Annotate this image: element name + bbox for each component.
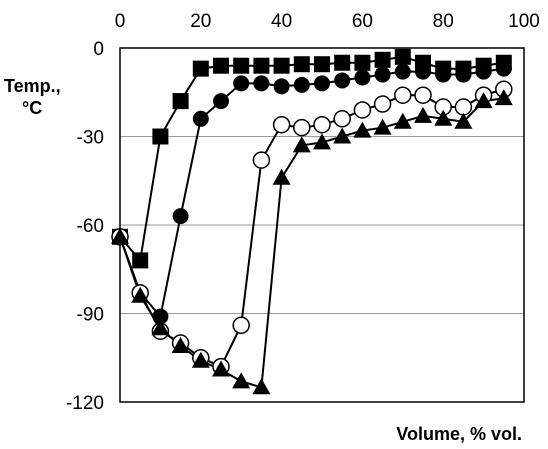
data-point-filled-square (253, 57, 270, 74)
data-point-filled-circle (394, 63, 411, 80)
data-point-filled-square (293, 56, 310, 73)
markers-filled-circle (112, 60, 512, 325)
markers-filled-square (112, 48, 512, 269)
data-point-open-circle (293, 118, 311, 137)
data-point-filled-circle (233, 75, 250, 92)
data-point-filled-triangle (131, 286, 150, 303)
y-tick-label: 0 (93, 39, 104, 60)
data-point-filled-triangle (151, 319, 170, 336)
data-point-filled-circle (314, 75, 330, 92)
data-point-filled-circle (435, 66, 452, 83)
data-point-filled-square (213, 57, 229, 74)
data-point-filled-circle (475, 63, 492, 80)
data-point-filled-square (374, 51, 391, 68)
data-point-open-circle (232, 316, 250, 335)
y-tick-label: -120 (66, 393, 104, 414)
data-point-filled-circle (374, 66, 391, 83)
data-point-filled-triangle (272, 168, 291, 185)
data-point-open-circle (414, 86, 432, 104)
data-point-filled-triangle (252, 378, 271, 395)
data-point-filled-square (314, 56, 330, 73)
data-point-filled-circle (172, 208, 189, 225)
x-tick-label: 80 (433, 11, 454, 32)
data-point-filled-square (334, 54, 351, 71)
x-tick-label: 60 (352, 11, 373, 32)
x-tick-label: 0 (115, 11, 126, 32)
data-point-filled-circle (273, 78, 290, 95)
data-point-filled-square (172, 93, 189, 110)
y-tick-label: -30 (77, 128, 104, 149)
data-point-filled-circle (152, 308, 169, 325)
x-axis-title: Volume, % vol. (396, 424, 522, 444)
data-point-filled-circle (495, 60, 512, 77)
data-point-filled-triangle (434, 109, 453, 126)
data-point-open-circle (454, 98, 473, 116)
y-axis-title-line2: °C (22, 98, 42, 118)
data-point-filled-triangle (373, 118, 392, 135)
plot-area-frame (119, 47, 525, 403)
data-point-filled-circle (293, 76, 310, 93)
data-point-filled-triangle (313, 133, 331, 150)
markers-filled-triangle (111, 89, 513, 395)
data-point-filled-triangle (353, 121, 372, 138)
data-point-filled-triangle (393, 112, 412, 129)
data-point-filled-circle (354, 69, 371, 86)
series-layer (111, 48, 513, 395)
y-axis-ticks: 0 -30 -60 -90 -120 (66, 39, 104, 414)
y-axis-title-line1: Temp., (4, 76, 61, 96)
data-point-filled-circle (455, 66, 472, 83)
data-point-filled-square (394, 48, 411, 65)
data-point-filled-circle (334, 72, 351, 89)
y-tick-label: -90 (77, 305, 104, 326)
x-axis-ticks: 0 20 40 60 80 100 (115, 11, 540, 32)
data-point-filled-square (233, 57, 250, 74)
x-tick-label: 100 (508, 11, 540, 32)
data-point-filled-triangle (414, 106, 432, 123)
data-point-filled-triangle (191, 351, 210, 368)
y-tick-label: -60 (77, 216, 104, 237)
data-point-filled-square (152, 128, 169, 145)
gridlines (120, 136, 524, 314)
data-point-filled-triangle (171, 336, 190, 353)
data-point-open-circle (333, 110, 351, 128)
data-point-open-circle (373, 95, 392, 113)
data-point-open-circle (313, 115, 331, 134)
data-point-open-circle (272, 115, 291, 134)
data-point-filled-circle (253, 75, 270, 92)
data-point-filled-triangle (212, 360, 230, 377)
x-tick-label: 20 (190, 11, 211, 32)
data-point-filled-circle (213, 93, 229, 110)
data-point-filled-square (192, 60, 209, 77)
data-point-open-circle (252, 151, 271, 169)
data-point-filled-square (354, 54, 371, 71)
data-point-filled-triangle (232, 372, 251, 389)
data-point-filled-triangle (292, 136, 311, 153)
data-point-open-circle (353, 101, 372, 119)
data-point-filled-square (132, 252, 149, 269)
data-point-filled-circle (415, 63, 431, 80)
data-point-open-circle (394, 86, 412, 104)
data-point-filled-triangle (474, 92, 493, 109)
data-point-filled-square (273, 57, 290, 74)
data-point-filled-circle (192, 110, 209, 127)
x-tick-label: 40 (271, 11, 292, 32)
data-point-filled-triangle (333, 127, 352, 144)
data-point-filled-triangle (494, 89, 513, 106)
data-point-filled-triangle (454, 112, 473, 129)
